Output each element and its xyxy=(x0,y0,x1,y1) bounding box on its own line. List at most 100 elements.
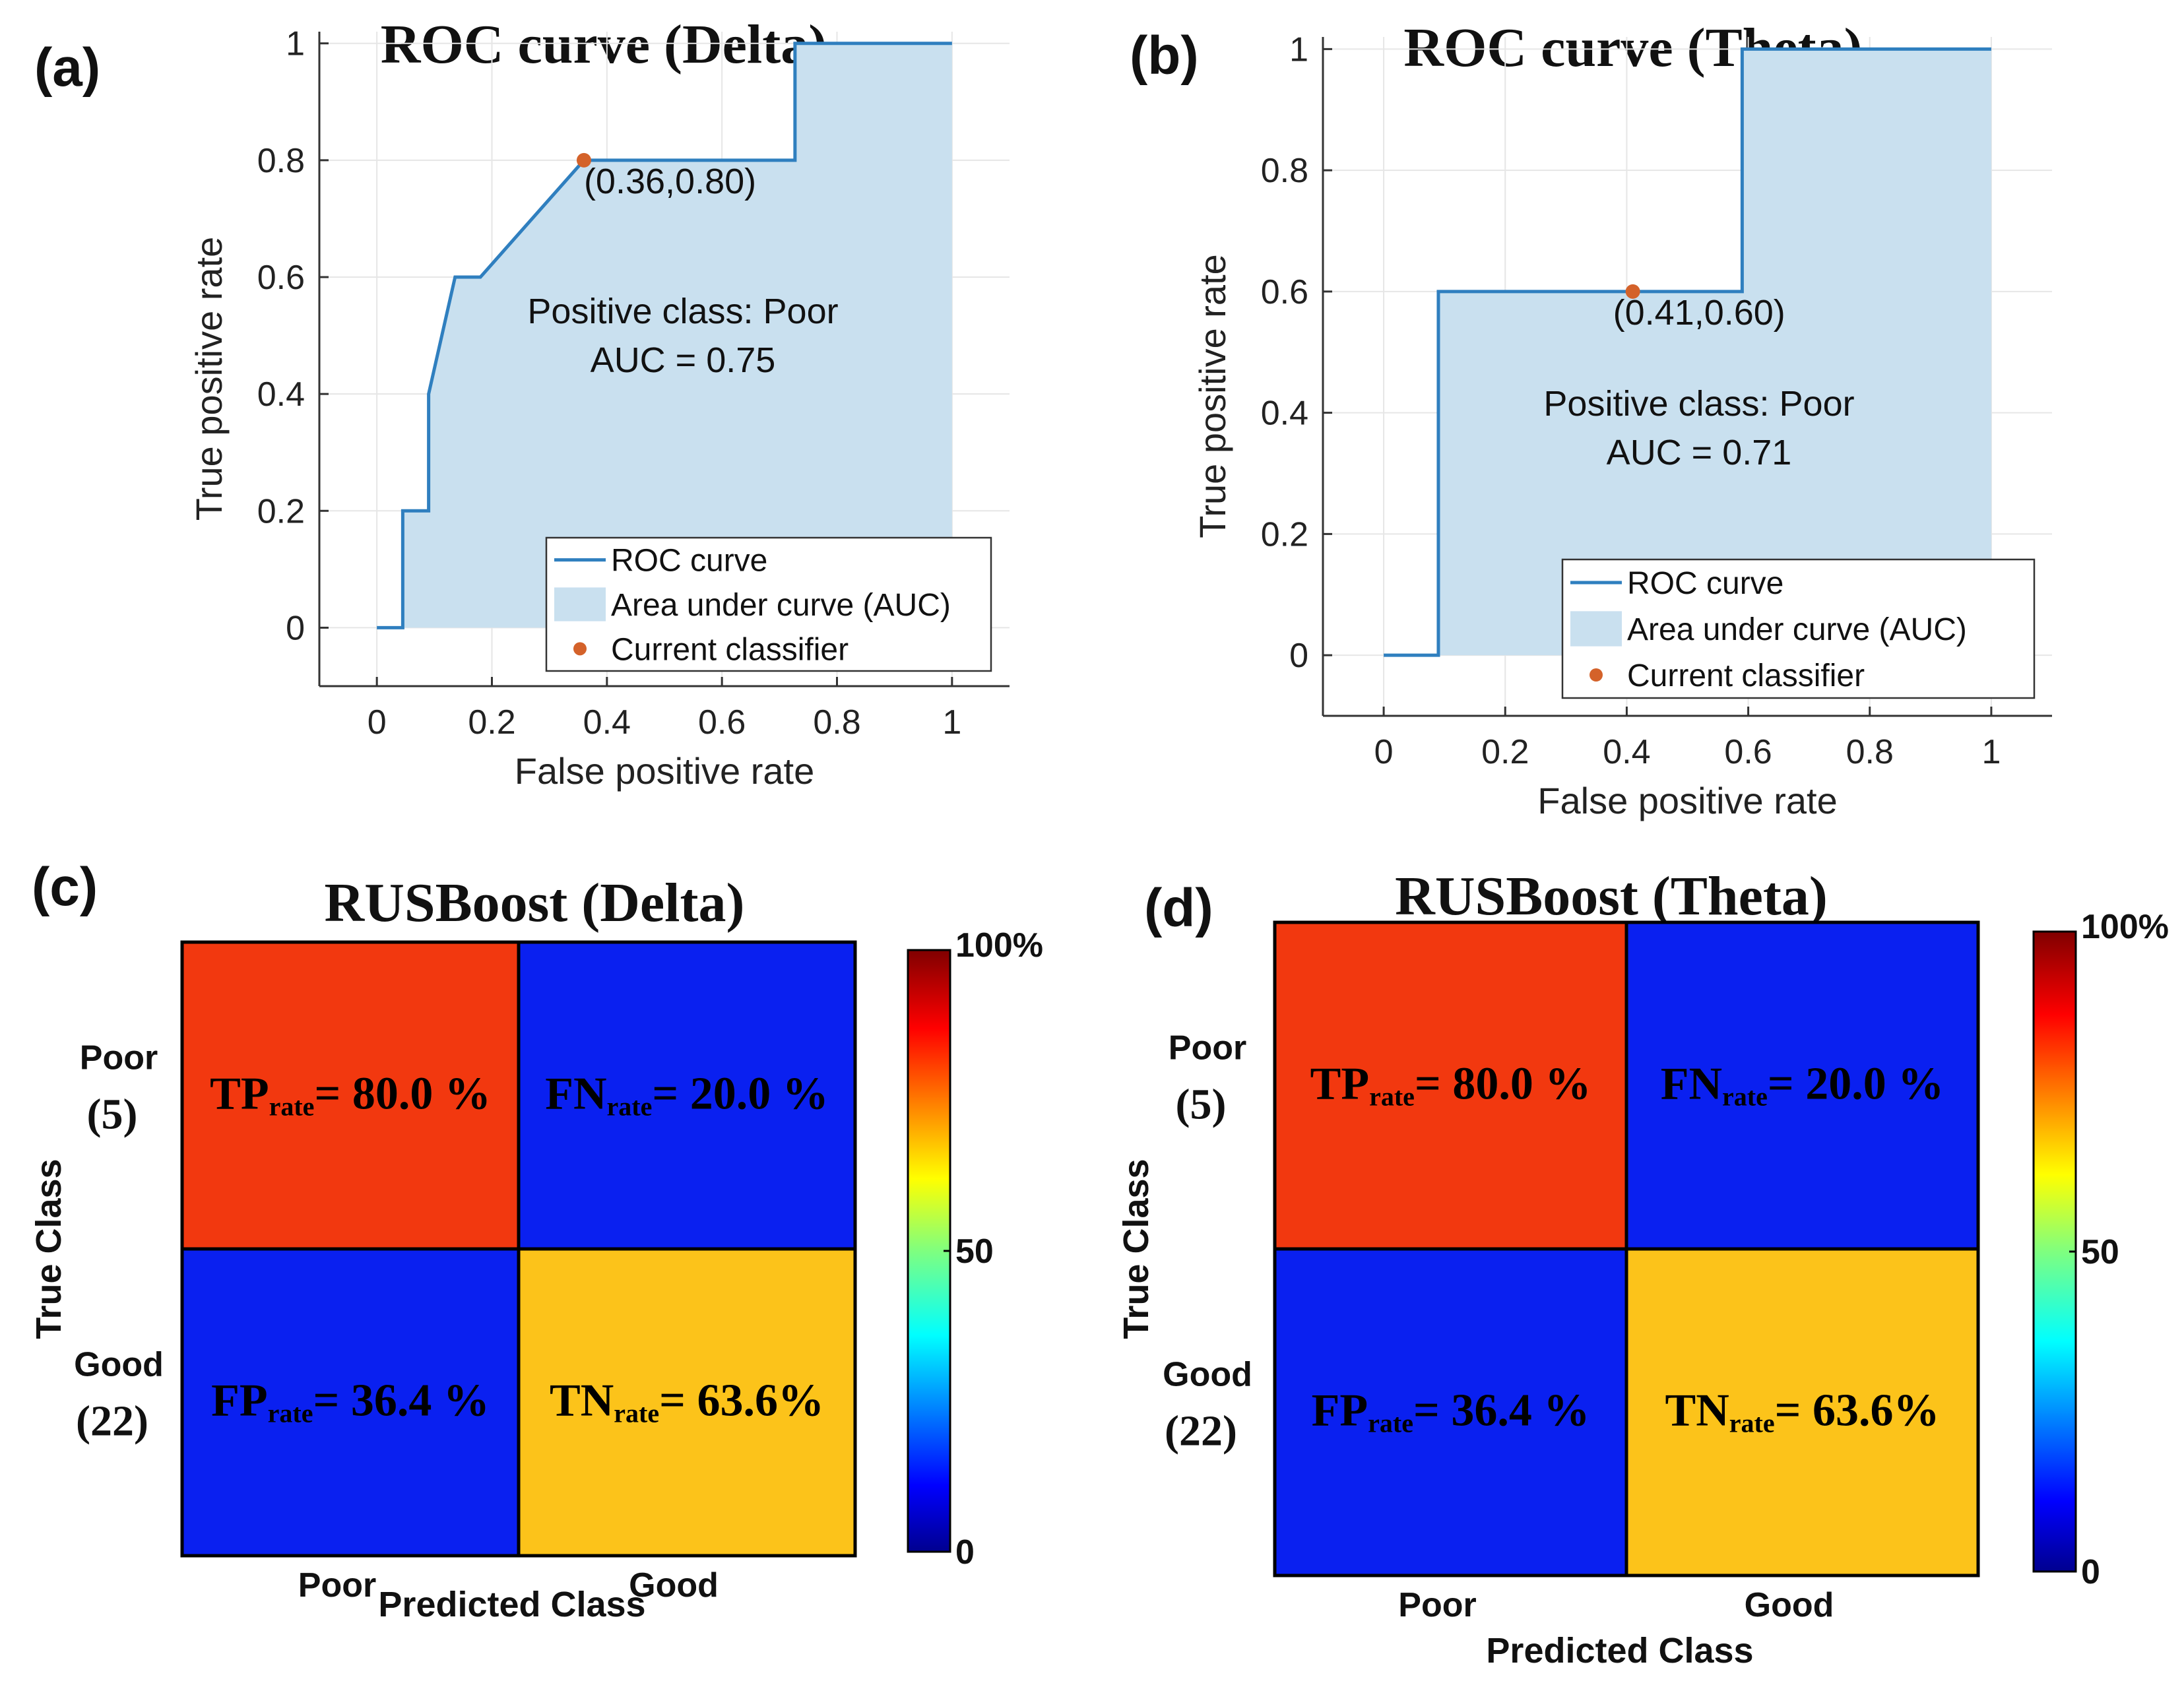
y-tick-label: 0.2 xyxy=(1261,515,1308,554)
colorbar-tick-label: 100% xyxy=(2081,908,2169,946)
x-tick-label: 0 xyxy=(368,703,387,742)
legend-marker-swatch xyxy=(573,642,587,656)
legend-entry: ROC curve xyxy=(611,544,767,579)
auc-annotation-line: AUC = 0.71 xyxy=(1607,433,1792,472)
x-axis-label: False positive rate xyxy=(515,750,814,792)
y-tick-label: 0.4 xyxy=(1261,395,1308,433)
x-tick-label: 0.8 xyxy=(813,703,860,742)
x-tick-label: 0.4 xyxy=(583,703,631,742)
x-tick-label: 0.6 xyxy=(698,703,746,742)
y-tick-label: 0 xyxy=(1289,637,1308,675)
matrix-cell xyxy=(1273,920,1628,1251)
column-class-label: Poor xyxy=(1398,1586,1476,1624)
auc-area xyxy=(377,43,952,628)
roc-chart-theta: ROC curve (Theta)0 0.2 0.4 0.6 0.8 100.20.40.… xyxy=(1192,17,2052,821)
y-tick-label: 0.2 xyxy=(257,492,305,530)
legend-area-swatch xyxy=(554,587,606,621)
panel-label-c: (c) xyxy=(32,857,98,917)
colorbar-tick-label: 50 xyxy=(2081,1233,2119,1271)
colorbar-tick-label: 50 xyxy=(955,1232,994,1271)
predicted-class-label: Predicted Class xyxy=(378,1585,645,1624)
panel-label-a: (a) xyxy=(34,38,100,98)
matrix-cell xyxy=(1273,1247,1628,1577)
matrix-cell-label: FNrate= 20.0 % xyxy=(1661,1059,1944,1112)
roc-curve-line xyxy=(377,42,952,629)
legend-box xyxy=(1561,558,2036,699)
legend-entry: Current classifier xyxy=(1627,658,1865,693)
matrix-cell xyxy=(1624,920,1980,1251)
auc-annotation-line: AUC = 0.75 xyxy=(591,340,776,380)
x-tick-label: 0.2 xyxy=(468,703,515,742)
legend-entry: Area under curve (AUC) xyxy=(1627,612,1967,647)
x-tick-label: 0 xyxy=(1374,733,1394,771)
row-class-label: Poor xyxy=(1169,1029,1246,1067)
matrix-cell-label: FNrate= 20.0 % xyxy=(545,1069,829,1122)
x-tick-label: 0.4 xyxy=(1603,733,1650,771)
y-tick-label: 0.8 xyxy=(257,142,305,180)
legend-entry: ROC curve xyxy=(1627,566,1783,601)
true-class-label: True Class xyxy=(1116,1159,1156,1339)
colorbar-tick-label: 0 xyxy=(2081,1553,2100,1591)
matrix-cell-label: TPrate= 80.0 % xyxy=(210,1069,491,1122)
legend-box xyxy=(545,536,992,672)
legend-entry: Current classifier xyxy=(611,632,849,667)
legend-marker-swatch xyxy=(1590,668,1603,682)
y-tick-label: 0.6 xyxy=(1261,273,1308,311)
auc-annotation-line: Positive class: Poor xyxy=(1543,384,1854,424)
chart-title: ROC curve (Delta) xyxy=(381,14,827,75)
matrix-title: RUSBoost (Theta) xyxy=(1395,866,1828,927)
current-classifier-point xyxy=(1625,284,1640,299)
colorbar-tick-label: 0 xyxy=(955,1533,975,1572)
row-class-label: Poor xyxy=(80,1039,158,1077)
x-axis-label: False positive rate xyxy=(1537,780,1837,821)
y-tick-label: 0.8 xyxy=(1261,152,1308,190)
colorbar-tick-label: 100% xyxy=(955,926,1043,965)
legend-area-swatch xyxy=(1570,611,1622,647)
predicted-class-label: Predicted Class xyxy=(1486,1631,1753,1671)
colorbar xyxy=(2032,930,2077,1573)
column-class-label: Good xyxy=(629,1566,719,1605)
column-class-label: Poor xyxy=(298,1566,376,1605)
matrix-cell-label: TNrate= 63.6% xyxy=(1665,1385,1940,1438)
x-tick-label: 1 xyxy=(1981,733,2001,771)
matrix-cell xyxy=(517,1247,857,1558)
matrix-title: RUSBoost (Delta) xyxy=(325,872,745,934)
auc-area xyxy=(1384,49,1991,656)
matrix-cell xyxy=(180,1247,521,1558)
y-axis-label: True positive rate xyxy=(1192,254,1233,538)
panel-label-d: (d) xyxy=(1144,878,1213,938)
matrix-cell xyxy=(517,940,857,1251)
matrix-cell xyxy=(1624,1247,1980,1577)
y-axis-label: True positive rate xyxy=(188,237,230,521)
current-classifier-label: (0.36,0.80) xyxy=(584,162,756,201)
current-classifier-label: (0.41,0.60) xyxy=(1613,293,1785,333)
x-tick-label: 1 xyxy=(942,703,961,742)
y-tick-label: 0 xyxy=(286,609,305,647)
row-class-count: (22) xyxy=(1165,1407,1237,1455)
x-tick-label: 0.8 xyxy=(1846,733,1894,771)
matrix-cell-label: FPrate= 36.4 % xyxy=(1312,1385,1590,1438)
roc-chart-delta: ROC curve (Delta) 0 0.2 0.4 0.6 0.8 1 0 0.2 0.4 0.… xyxy=(188,14,1010,792)
legend-entry: Area under curve (AUC) xyxy=(611,588,951,623)
panel-label-b: (b) xyxy=(1130,26,1199,86)
matrix-cell-label: TNrate= 63.6% xyxy=(550,1376,824,1428)
row-class-count: (5) xyxy=(1176,1081,1227,1129)
auc-annotation-line: Positive class: Poor xyxy=(527,292,838,331)
confusion-matrix-theta: RUSBoost (Theta) TPrate= 80.0 % FNrate= 20… xyxy=(1116,866,2169,1671)
x-tick-label: 0.2 xyxy=(1481,733,1529,771)
colorbar xyxy=(907,949,951,1553)
roc-curve-line xyxy=(1384,47,1991,657)
y-tick-label: 1 xyxy=(1289,30,1308,69)
y-tick-label: 1 xyxy=(286,25,305,63)
y-tick-label: 0.6 xyxy=(257,259,305,297)
confusion-matrix-delta: RUSBoost (Delta) TPrate= 80.0 % FNrate= 20… xyxy=(29,872,1043,1624)
matrix-cell-label: TPrate= 80.0 % xyxy=(1310,1059,1591,1112)
y-tick-label: 0.4 xyxy=(257,375,305,414)
row-class-label: Good xyxy=(74,1346,164,1384)
row-class-count: (5) xyxy=(87,1091,138,1139)
current-classifier-point xyxy=(576,152,591,168)
column-class-label: Good xyxy=(1745,1586,1834,1624)
row-class-count: (22) xyxy=(76,1397,148,1446)
matrix-cell-label: FPrate= 36.4 % xyxy=(211,1376,490,1428)
